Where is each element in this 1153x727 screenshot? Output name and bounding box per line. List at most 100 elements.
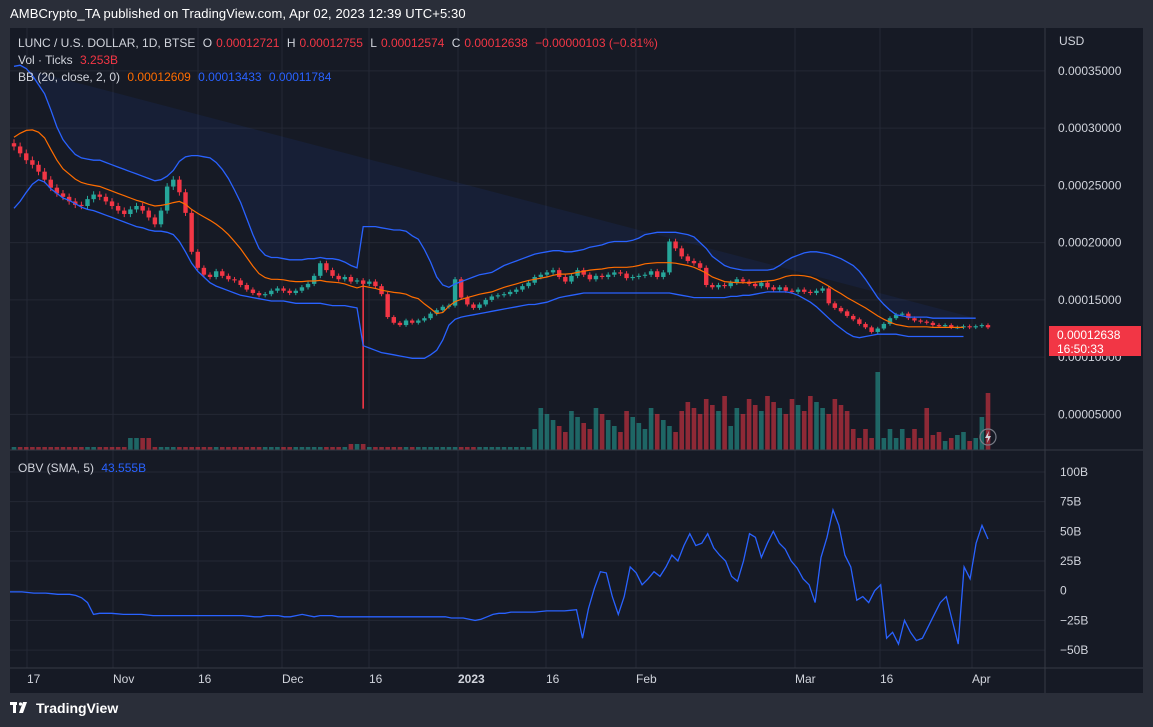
grid-lines: [10, 28, 1045, 668]
price-tick-label: 0.00005000: [1058, 407, 1122, 421]
candle-body: [606, 274, 611, 277]
footer-brand[interactable]: TradingView: [10, 700, 118, 716]
volume-bar: [691, 408, 697, 450]
volume-bar: [771, 402, 776, 450]
volume-bar: [385, 447, 390, 450]
chart-frame[interactable]: 0.00035000 0.00030000 0.00025000 0.00020000…: [10, 28, 1143, 693]
volume-bar: [140, 438, 145, 450]
candle-body: [489, 296, 495, 300]
volume-bar: [121, 447, 127, 450]
candle-body: [330, 270, 335, 276]
candle-body: [238, 280, 243, 285]
x-tick-label: Feb: [636, 672, 657, 686]
chart-canvas[interactable]: 0.00035000 0.00030000 0.00025000 0.00020000…: [10, 28, 1143, 693]
candle-body: [354, 280, 360, 282]
candle-body: [189, 212, 194, 252]
volume-bar: [17, 447, 23, 450]
candle-body: [924, 321, 929, 323]
volume-bar: [354, 444, 360, 450]
candle-body: [17, 146, 23, 154]
candle-body: [477, 304, 482, 308]
bb-upper-line: [13, 64, 976, 319]
candle-body: [808, 291, 813, 294]
obv-label[interactable]: OBV (SMA, 5): [18, 461, 95, 475]
candle-body: [642, 274, 648, 276]
candle-body: [704, 267, 709, 285]
candle-body: [409, 320, 415, 323]
obv-line: [10, 507, 989, 646]
candle-body: [820, 288, 825, 291]
candle-body: [483, 299, 488, 305]
volume-bar: [164, 447, 170, 450]
candle-body: [593, 275, 599, 280]
candle-body: [342, 276, 347, 280]
volume-bar: [434, 447, 439, 450]
bollinger-band-fill: [14, 65, 976, 319]
obv-tick-label: 0: [1060, 584, 1067, 598]
volume-bar: [23, 447, 29, 450]
candle-body: [195, 251, 200, 268]
volume-bar: [79, 447, 84, 450]
candle-body: [942, 325, 948, 327]
volume-bar: [324, 447, 329, 450]
obv-tick-label: 100B: [1060, 465, 1088, 479]
candle-body: [440, 306, 446, 311]
price-tick-label: 0.00020000: [1058, 236, 1122, 250]
x-tick-label: 16: [369, 672, 383, 686]
bollinger-band-lines: [13, 64, 976, 359]
volume-bar: [642, 429, 648, 450]
candle-body: [66, 196, 72, 202]
candle-body: [893, 314, 899, 319]
volume-bar: [863, 429, 868, 450]
volume-bar: [624, 411, 629, 450]
volume-bar: [857, 438, 862, 450]
candle-body: [140, 206, 145, 211]
volume-bar: [42, 447, 47, 450]
volume-bar: [985, 393, 991, 450]
volume-bar: [703, 399, 709, 450]
candle-body: [152, 217, 158, 225]
volume-bar: [275, 447, 280, 450]
candle-body: [213, 271, 219, 277]
volume-bar: [507, 447, 513, 450]
candle-body: [563, 276, 568, 282]
candle-body: [507, 291, 513, 295]
bb-mid-value: 0.00012609: [127, 70, 191, 84]
volume-bar: [195, 447, 201, 450]
candle-body: [501, 294, 507, 296]
volume-bar: [654, 414, 660, 450]
bb-label[interactable]: BB (20, close, 2, 0): [18, 70, 121, 84]
candle-body: [177, 179, 182, 193]
change-value: −0.00000103 (−0.81%): [535, 36, 658, 50]
candle-body: [838, 307, 844, 312]
volume-bar: [158, 447, 164, 450]
volume-bar: [293, 447, 299, 450]
volume-bar: [146, 438, 152, 450]
volume-bar: [514, 447, 519, 450]
candle-body: [207, 274, 213, 277]
volume-bar: [446, 447, 452, 450]
publisher-line: AMBCrypto_TA published on TradingView.co…: [10, 6, 466, 21]
volume-bar: [232, 447, 237, 450]
candle-body: [422, 318, 427, 321]
volume-label[interactable]: Vol · Ticks: [18, 53, 73, 67]
volume-bar: [183, 447, 188, 450]
bb-basis-line: [13, 129, 964, 328]
volume-bar: [348, 444, 354, 450]
obv-legend: OBV (SMA, 5) 43.555B: [18, 461, 150, 475]
volume-bar: [581, 423, 586, 450]
volume-bar: [697, 414, 703, 450]
symbol-label[interactable]: LUNC / U.S. DOLLAR, 1D, BTSE: [18, 36, 196, 50]
candle-body: [740, 279, 746, 282]
candle-body: [961, 326, 966, 328]
candle-body: [269, 290, 274, 295]
volume-bar: [336, 447, 341, 450]
volume-bar: [734, 408, 740, 450]
volume-bar: [115, 447, 121, 450]
volume-bar: [765, 396, 770, 450]
x-tick-label: Apr: [972, 672, 991, 686]
price-tick-label: 0.00025000: [1058, 178, 1122, 192]
candle-body: [122, 210, 127, 215]
volume-bar: [30, 447, 35, 450]
volume-bar: [85, 447, 90, 450]
